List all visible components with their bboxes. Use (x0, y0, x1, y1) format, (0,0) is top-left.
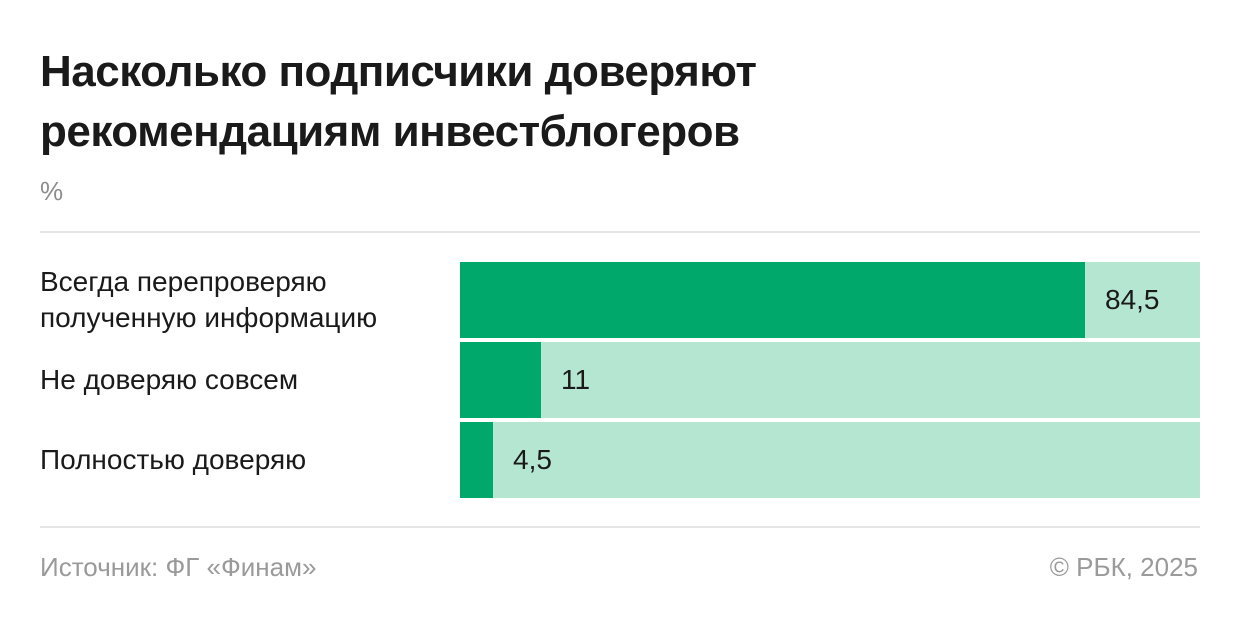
bottom-divider (40, 526, 1200, 528)
bar (460, 262, 1085, 338)
data-label: 84,5 (1105, 284, 1160, 315)
category-label: Всегда перепроверяю полученную информаци… (40, 266, 378, 333)
category-label: Не доверяю совсем (40, 364, 299, 395)
bar-track (460, 422, 1200, 498)
data-label: 4,5 (513, 444, 552, 475)
bar (460, 422, 493, 498)
bar-track (460, 262, 1200, 338)
copyright-note: © РБК, 2025 (1049, 552, 1198, 582)
bar (460, 342, 541, 418)
bar-track (460, 342, 1200, 418)
top-divider (40, 231, 1200, 233)
category-label: Полностью доверяю (40, 444, 307, 475)
unit-label: % (40, 176, 64, 206)
chart-title: Насколько подписчики доверяют рекомендац… (40, 47, 757, 156)
source-note: Источник: ФГ «Финам» (40, 552, 317, 582)
data-label: 11 (561, 364, 591, 395)
